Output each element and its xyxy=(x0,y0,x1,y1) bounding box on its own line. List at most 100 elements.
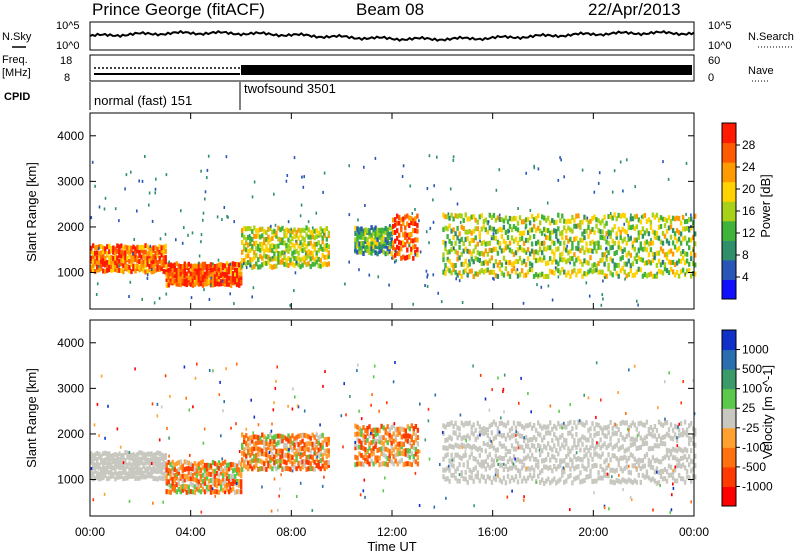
echo-cell xyxy=(623,448,626,454)
echo-cell xyxy=(96,451,99,456)
echo-cell xyxy=(187,275,190,281)
echo-scatter xyxy=(200,169,202,173)
echo-cell xyxy=(112,465,115,471)
echo-cell xyxy=(265,254,268,260)
echo-cell xyxy=(500,217,504,223)
echo-cell xyxy=(303,446,306,451)
echo-cell xyxy=(450,270,453,276)
echo-scatter xyxy=(133,238,135,241)
echo-scatter xyxy=(690,213,692,217)
echo-cell xyxy=(313,459,316,465)
echo-cell xyxy=(291,236,294,242)
echo-cell xyxy=(213,461,217,467)
echo-cell xyxy=(138,470,141,476)
echo-cell xyxy=(498,266,502,272)
echo-cell xyxy=(225,267,229,273)
echo-cell xyxy=(193,461,197,466)
echo-scatter xyxy=(656,271,658,275)
echo-cell xyxy=(539,423,542,429)
echo-cell xyxy=(311,432,314,438)
echo-cell xyxy=(450,262,453,268)
echo-cell xyxy=(458,426,461,432)
echo-cell xyxy=(468,261,471,267)
echo-cell xyxy=(234,271,237,277)
echo-cell xyxy=(249,241,252,247)
echo-scatter xyxy=(659,484,661,488)
echo-cell xyxy=(565,259,568,265)
echo-cell xyxy=(167,459,170,465)
echo-cell xyxy=(384,453,387,459)
echo-scatter xyxy=(371,241,374,245)
echo-cell xyxy=(688,227,691,233)
echo-cell xyxy=(484,248,487,254)
echo-scatter xyxy=(459,413,462,417)
echo-cell xyxy=(530,213,534,219)
echo-cell xyxy=(545,478,548,484)
echo-cell xyxy=(565,247,568,253)
echo-cell xyxy=(410,220,413,226)
echo-cell xyxy=(492,263,496,269)
echo-cell xyxy=(647,462,651,468)
echo-cell xyxy=(162,262,165,268)
echo-scatter xyxy=(236,362,238,366)
echo-cell xyxy=(414,451,418,457)
echo-scatter xyxy=(271,255,274,259)
echo-cell xyxy=(619,213,622,219)
echo-cell xyxy=(223,263,227,269)
echo-cell xyxy=(645,218,649,224)
echo-cell xyxy=(410,462,413,468)
echo-cell xyxy=(593,426,596,432)
echo-cell xyxy=(408,426,411,432)
echo-cell xyxy=(144,243,147,249)
echo-cell xyxy=(360,240,363,246)
echo-cell xyxy=(400,217,403,223)
echo-cell xyxy=(688,441,691,446)
echo-cell xyxy=(609,256,612,262)
echo-scatter xyxy=(210,276,213,280)
echo-cell xyxy=(156,476,159,482)
echo-cell xyxy=(639,444,642,450)
echo-cell xyxy=(114,246,117,252)
echo-cell xyxy=(291,250,294,256)
echo-cell xyxy=(675,437,679,443)
echo-cell xyxy=(124,450,127,456)
echo-cell xyxy=(110,246,113,252)
echo-cell xyxy=(613,468,616,474)
echo-cell xyxy=(625,447,628,453)
echo-cell xyxy=(130,452,133,458)
echo-cell xyxy=(454,263,457,268)
echo-cell xyxy=(136,255,139,261)
echo-cell xyxy=(506,473,510,479)
echo-scatter xyxy=(563,467,566,471)
echo-cell xyxy=(500,270,504,276)
echo-cell xyxy=(472,274,475,279)
echo-cell xyxy=(631,224,634,230)
echo-cell xyxy=(458,255,461,261)
echo-cell xyxy=(317,459,320,465)
echo-scatter xyxy=(303,409,306,413)
echo-cell xyxy=(561,230,564,235)
echo-scatter xyxy=(464,450,467,453)
echo-cell xyxy=(197,487,201,493)
echo-cell xyxy=(526,438,530,444)
echo-cell xyxy=(577,456,580,461)
echo-cell xyxy=(581,273,584,279)
echo-cell xyxy=(249,459,252,465)
echo-cell xyxy=(229,462,233,468)
echo-scatter xyxy=(286,174,289,177)
echo-cell xyxy=(223,459,227,465)
echo-cell xyxy=(253,457,256,463)
echo-cell xyxy=(114,255,117,261)
echo-cell xyxy=(460,436,463,442)
colorbar-segment xyxy=(722,427,736,448)
echo-cell xyxy=(539,241,542,247)
echo-cell xyxy=(663,467,667,472)
echo-cell xyxy=(104,473,107,479)
echo-cell xyxy=(275,263,278,269)
echo-cell xyxy=(589,452,592,458)
echo-cell xyxy=(649,240,653,246)
echo-cell xyxy=(388,231,391,237)
echo-cell xyxy=(303,241,306,247)
echo-cell xyxy=(122,462,125,468)
echo-scatter xyxy=(517,207,519,210)
